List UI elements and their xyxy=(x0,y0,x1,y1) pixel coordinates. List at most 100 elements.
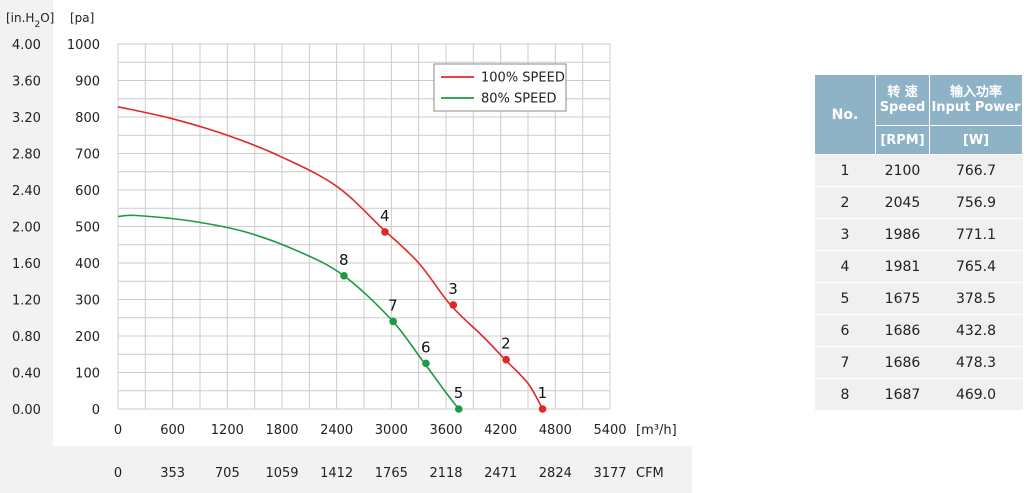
point-label: 4 xyxy=(380,207,390,225)
data-point xyxy=(422,359,430,368)
speed-cn-label: 转 速 xyxy=(887,85,918,100)
cell-rpm: 2045 xyxy=(875,186,930,219)
point-label: 6 xyxy=(421,338,431,356)
cell-rpm: 1986 xyxy=(875,218,930,251)
y-tick-label: 100 xyxy=(75,367,100,382)
table-row: 1 2100 766.7 xyxy=(814,154,1023,187)
y-left-tick-label: 2.00 xyxy=(12,221,41,236)
y-tick-label: 600 xyxy=(75,184,100,199)
cell-w: 432.8 xyxy=(929,314,1023,347)
x-tick-label: 5400 xyxy=(593,423,626,438)
x2-tick-label: 1059 xyxy=(265,466,298,481)
series-line-1 xyxy=(117,106,544,410)
cell-no: 4 xyxy=(814,250,876,283)
col-speed-header: 转 速 Speed xyxy=(875,74,930,126)
cell-w: 771.1 xyxy=(929,218,1023,251)
table-row: 6 1686 432.8 xyxy=(814,314,1023,347)
y-left-tick-label: 4.00 xyxy=(12,38,41,53)
table-row: 7 1686 478.3 xyxy=(814,346,1023,379)
chart-axes: 0 100 200 300 400 500 600 700 800 900 1000 0.00 0.40… xyxy=(6,11,677,481)
spec-table: No. 转 速 Speed 输入功率 Input Power [RPM] [W]… xyxy=(814,74,1023,411)
cell-rpm: 1686 xyxy=(875,346,930,379)
col-power-header: 输入功率 Input Power xyxy=(929,74,1023,126)
y-left-tick-label: 1.20 xyxy=(12,294,41,309)
y-tick-label: 800 xyxy=(75,111,100,126)
y-tick-label: 300 xyxy=(75,294,100,309)
x2-tick-label: 3177 xyxy=(593,466,626,481)
y-left-tick-label: 0.00 xyxy=(12,403,41,418)
y-tick-label: 400 xyxy=(75,257,100,272)
x-tick-label: 0 xyxy=(114,423,122,438)
y-left-tick-label: 0.80 xyxy=(12,330,41,345)
cell-w: 756.9 xyxy=(929,186,1023,219)
x2-tick-label: 1765 xyxy=(375,466,408,481)
series-line-2 xyxy=(117,214,460,410)
data-point xyxy=(340,271,348,280)
y-tick-label: 900 xyxy=(75,75,100,90)
table-row: 8 1687 469.0 xyxy=(814,378,1023,411)
point-label: 3 xyxy=(448,280,458,298)
table-row: 2 2045 756.9 xyxy=(814,186,1023,219)
col-no-header: No. xyxy=(814,74,876,155)
y-tick-label: 200 xyxy=(75,330,100,345)
cell-rpm: 2100 xyxy=(875,154,930,187)
x2-unit-label: CFM xyxy=(636,466,664,481)
cell-w: 478.3 xyxy=(929,346,1023,379)
x2-tick-label: 1412 xyxy=(320,466,353,481)
chart-grid xyxy=(117,43,611,410)
legend-label: 100% SPEED xyxy=(481,71,565,86)
cell-no: 7 xyxy=(814,346,876,379)
left-axis-band xyxy=(0,0,53,446)
x2-tick-label: 2118 xyxy=(429,466,462,481)
x-tick-label: 1800 xyxy=(265,423,298,438)
x2-tick-label: 705 xyxy=(215,466,240,481)
y-tick-label: 700 xyxy=(75,148,100,163)
chart-legend: 100% SPEED 80% SPEED xyxy=(433,63,567,112)
cell-no: 1 xyxy=(814,154,876,187)
y-left-tick-label: 2.40 xyxy=(12,184,41,199)
cell-w: 469.0 xyxy=(929,378,1023,411)
cell-rpm: 1687 xyxy=(875,378,930,411)
speed-unit-header: [RPM] xyxy=(875,125,930,155)
spec-table-body: 1 2100 766.7 2 2045 756.9 3 1986 771.1 4 1981 765.4… xyxy=(814,154,1023,411)
table-row: 4 1981 765.4 xyxy=(814,250,1023,283)
y-left-tick-label: 3.60 xyxy=(12,75,41,90)
x-tick-label: 600 xyxy=(160,423,185,438)
x2-tick-label: 2824 xyxy=(539,466,572,481)
y-tick-label: 1000 xyxy=(67,38,100,53)
data-point xyxy=(502,355,510,364)
cfm-axis-band xyxy=(0,446,692,493)
fan-curve-chart: 0 100 200 300 400 500 600 700 800 900 1000 0.00 0.40… xyxy=(0,0,692,493)
x-tick-label: 3000 xyxy=(375,423,408,438)
y-tick-label: 500 xyxy=(75,221,100,236)
chart-series: 4 3 2 1 8 7 6 5 xyxy=(117,106,548,413)
legend-label: 80% SPEED xyxy=(481,92,557,107)
data-point xyxy=(449,301,458,309)
x2-tick-label: 2471 xyxy=(484,466,517,481)
point-label: 7 xyxy=(388,296,398,314)
data-point xyxy=(538,405,547,413)
x2-tick-label: 353 xyxy=(160,466,185,481)
data-point xyxy=(389,317,397,326)
x-unit-label: [m³/h] xyxy=(636,423,677,438)
point-label: 2 xyxy=(501,335,511,353)
power-unit-header: [W] xyxy=(929,125,1023,155)
power-en-label: Input Power xyxy=(931,100,1021,115)
x2-tick-label: 0 xyxy=(114,466,122,481)
x-tick-label: 4200 xyxy=(484,423,517,438)
point-label: 8 xyxy=(339,251,349,269)
cell-no: 3 xyxy=(814,218,876,251)
cell-w: 378.5 xyxy=(929,282,1023,315)
y-left-tick-label: 3.20 xyxy=(12,111,41,126)
y-left-tick-label: 1.60 xyxy=(12,257,41,272)
y-left-tick-label: 0.40 xyxy=(12,367,41,382)
cell-rpm: 1686 xyxy=(875,314,930,347)
y-left-tick-label: 2.80 xyxy=(12,148,41,163)
cell-no: 5 xyxy=(814,282,876,315)
legend-box xyxy=(433,63,567,112)
y-right-axis-label: [pa] xyxy=(70,11,94,25)
cell-w: 765.4 xyxy=(929,250,1023,283)
point-label: 1 xyxy=(538,384,548,402)
cell-no: 6 xyxy=(814,314,876,347)
cell-rpm: 1981 xyxy=(875,250,930,283)
